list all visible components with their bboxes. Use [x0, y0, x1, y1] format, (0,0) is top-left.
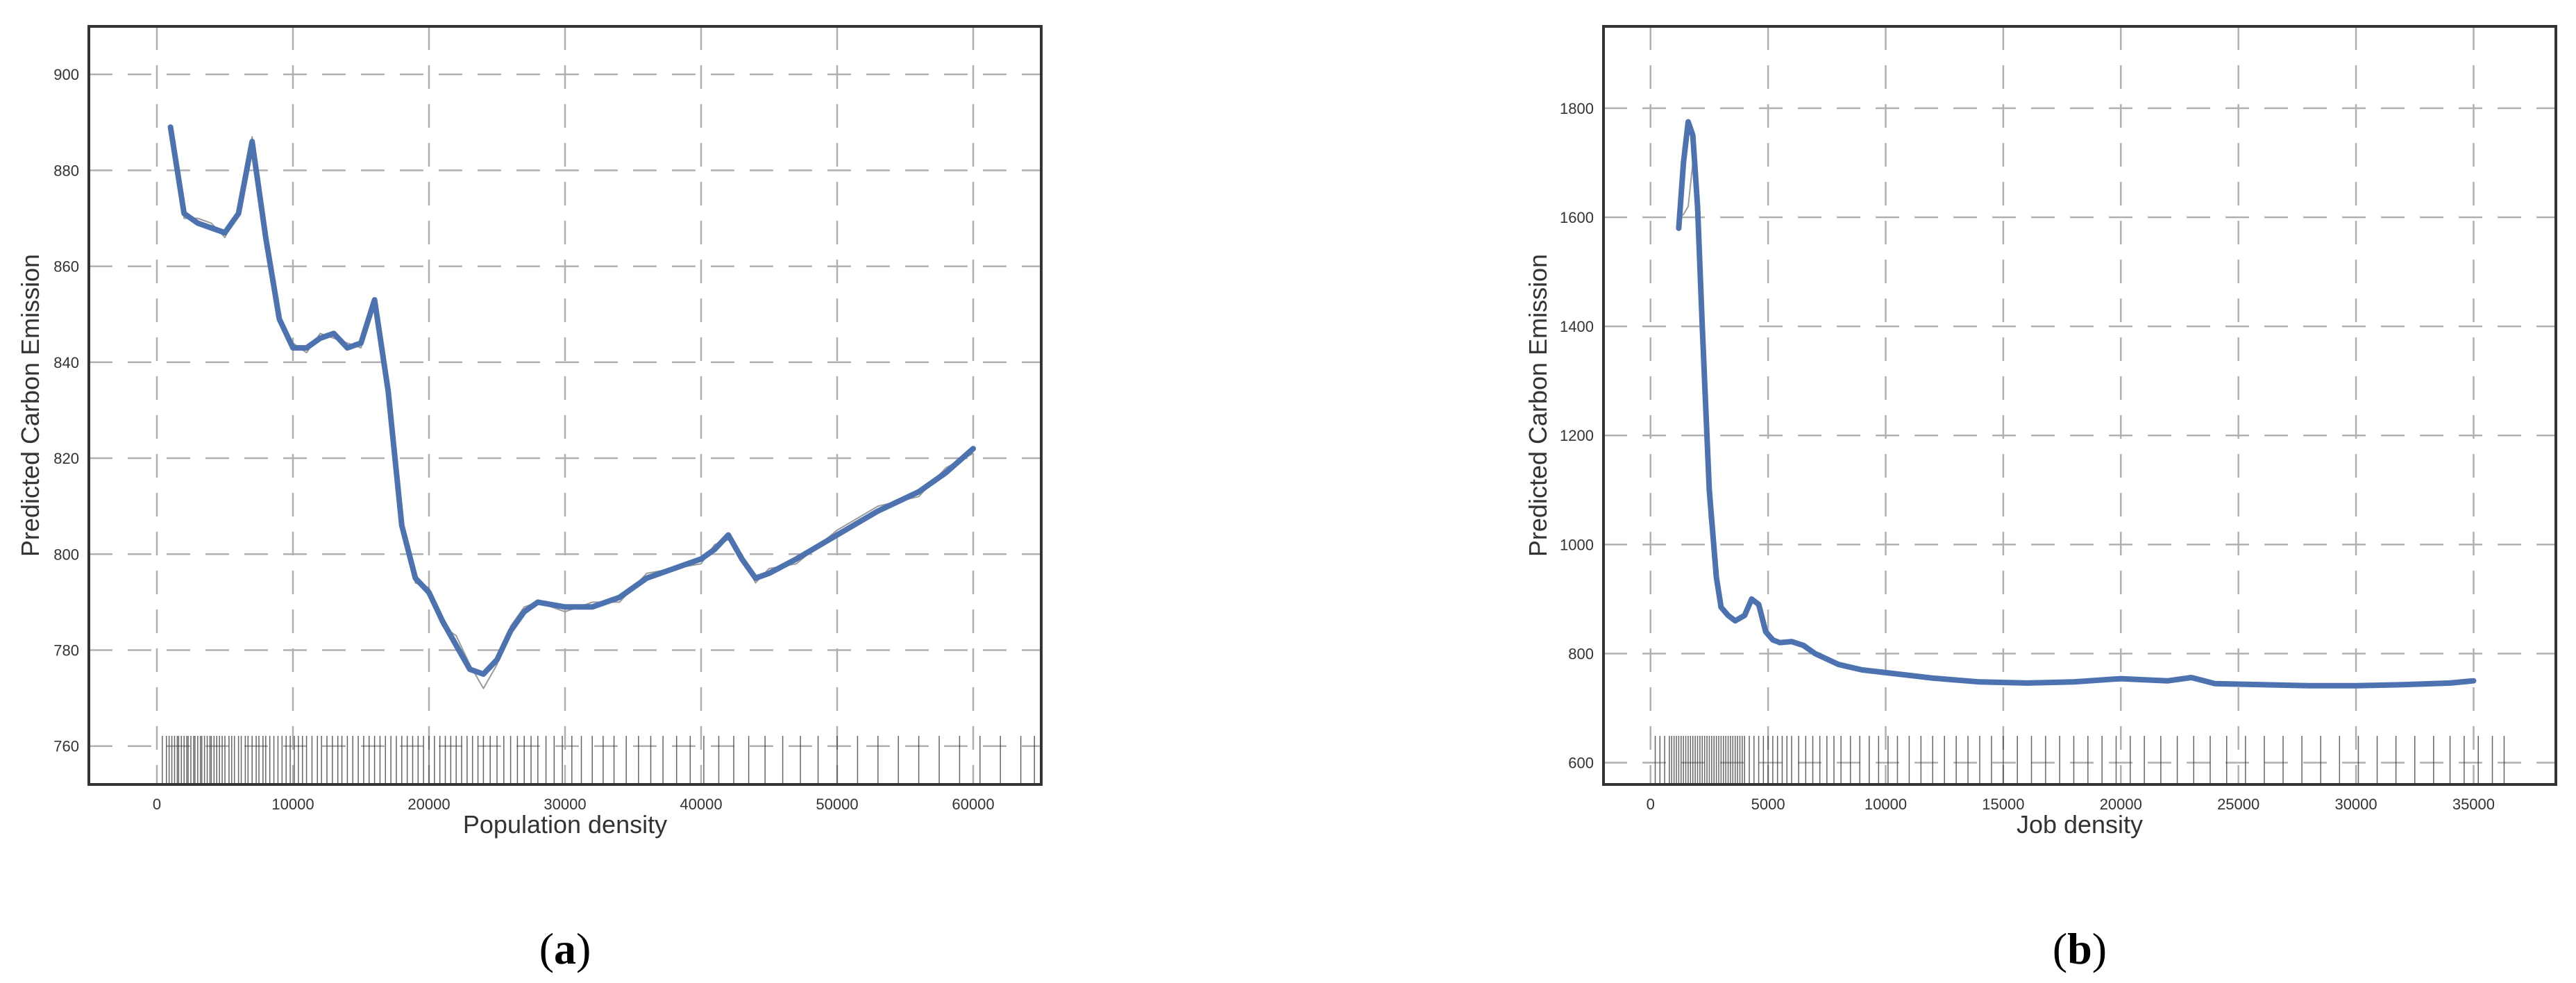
- x-axis-label-a: Population density: [463, 810, 667, 839]
- y-tick-label-a-0: 760: [53, 738, 79, 755]
- lines-b: [1676, 119, 2477, 689]
- x-tick-label-a-0: 0: [153, 796, 161, 813]
- plot-background-b: [1603, 26, 2556, 784]
- y-tick-label-a-1: 780: [53, 641, 79, 659]
- plot-frame-b: [1602, 25, 2557, 786]
- series-line-a-smooth: [167, 124, 976, 677]
- caption-a-letter: a: [554, 924, 576, 973]
- y-tick-label-b-6: 1800: [1560, 100, 1594, 117]
- y-tick-label-b-5: 1600: [1560, 209, 1594, 226]
- lines-a: [167, 124, 976, 689]
- y-tick-label-a-6: 880: [53, 162, 79, 179]
- y-axis-label-b: Predicted Carbon Emission: [1524, 254, 1552, 557]
- chart-panel-b: 0 5000 10000 15000 20000 25000 30000 35000 600 80…: [1524, 25, 2557, 839]
- x-tick-label-a-2: 20000: [407, 796, 450, 813]
- x-tick-label-a-3: 30000: [544, 796, 586, 813]
- plot-frame-a: [87, 25, 1043, 786]
- ticks-b: 0 5000 10000 15000 20000 25000 30000 35000 600 80…: [1560, 100, 2495, 813]
- y-tick-label-a-7: 900: [53, 66, 79, 83]
- caption-a: (a): [539, 924, 591, 973]
- series-line-b-smooth: [1676, 119, 2477, 689]
- y-tick-label-b-0: 600: [1568, 755, 1594, 772]
- y-tick-label-b-3: 1200: [1560, 427, 1594, 444]
- x-tick-label-b-5: 25000: [2217, 796, 2259, 813]
- y-tick-label-a-4: 840: [53, 354, 79, 371]
- x-tick-label-a-1: 10000: [271, 796, 314, 813]
- x-tick-label-b-3: 15000: [1982, 796, 2024, 813]
- caption-b-letter: b: [2067, 924, 2092, 973]
- ticks-a: 0 10000 20000 30000 40000 50000 60000 760 780 800…: [53, 66, 994, 813]
- y-tick-label-b-2: 1000: [1560, 536, 1594, 553]
- chart-panel-a: 0 10000 20000 30000 40000 50000 60000 760 780 800…: [16, 25, 1043, 839]
- x-tick-label-b-7: 35000: [2452, 796, 2495, 813]
- rug-b: [1654, 736, 2505, 783]
- x-tick-label-b-2: 10000: [1864, 796, 1907, 813]
- x-tick-label-b-0: 0: [1647, 796, 1655, 813]
- y-tick-label-b-4: 1400: [1560, 318, 1594, 335]
- x-tick-label-b-1: 5000: [1751, 796, 1785, 813]
- y-tick-label-a-5: 860: [53, 258, 79, 276]
- x-tick-label-a-5: 50000: [816, 796, 858, 813]
- caption-b: (b): [2052, 924, 2107, 973]
- grid-b: [1603, 26, 2556, 784]
- x-tick-label-a-4: 40000: [680, 796, 722, 813]
- y-axis-label-a: Predicted Carbon Emission: [16, 254, 44, 557]
- rug-a: [162, 736, 1035, 783]
- x-tick-label-b-6: 30000: [2334, 796, 2377, 813]
- x-tick-label-a-6: 60000: [952, 796, 994, 813]
- x-axis-label-b: Job density: [2017, 810, 2143, 839]
- y-tick-label-b-1: 800: [1568, 645, 1594, 662]
- y-tick-label-a-3: 820: [53, 450, 79, 467]
- y-tick-label-a-2: 800: [53, 546, 79, 563]
- x-tick-label-b-4: 20000: [2100, 796, 2142, 813]
